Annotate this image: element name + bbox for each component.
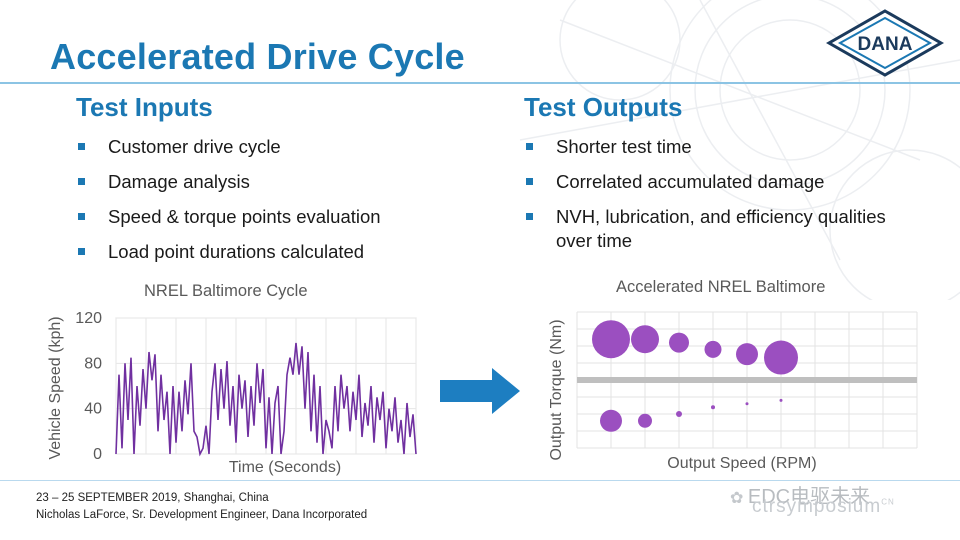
footer-date-location: 23 – 25 SEPTEMBER 2019, Shanghai, China (36, 492, 269, 504)
speed-chart-ytick-label: 80 (84, 355, 102, 372)
speed-chart-xlabel: Time (Seconds) (229, 459, 341, 476)
test-outputs-list: Shorter test time Correlated accumulated… (524, 135, 924, 264)
torque-bubble (711, 405, 715, 410)
torque-chart-ylabel: Output Torque (Nm) (548, 319, 565, 460)
speed-chart-ticks: 0 40 80 120 (75, 310, 102, 463)
torque-zero-reference-band (577, 377, 917, 383)
speed-chart-title: NREL Baltimore Cycle (144, 282, 308, 300)
list-item: Damage analysis (76, 170, 436, 194)
watermark-text: ✿ EDC电驱未来 (730, 480, 870, 509)
speed-series-line (115, 342, 417, 457)
watermark-label: EDC电驱未来 (747, 486, 871, 508)
wechat-icon: ✿ (730, 490, 748, 507)
symposium-label: ctrsymposium (752, 496, 882, 517)
symposium-logo-text: ctrsymposiumCN (752, 496, 895, 518)
footer-presenter: Nicholas LaForce, Sr. Development Engine… (36, 509, 368, 521)
torque-bubble (592, 320, 630, 359)
torque-bubble (600, 409, 622, 432)
torque-bubble (745, 402, 749, 406)
speed-chart-ytick-label: 40 (84, 401, 102, 418)
torque-chart-bubbles (592, 320, 798, 432)
test-outputs-heading: Test Outputs (524, 92, 683, 122)
test-inputs-list: Customer drive cycle Damage analysis Spe… (76, 135, 436, 275)
torque-bubble (779, 398, 783, 402)
list-item: Correlated accumulated damage (524, 170, 924, 194)
torque-bubble (631, 325, 659, 354)
test-inputs-heading: Test Inputs (76, 92, 213, 122)
list-item: Customer drive cycle (76, 135, 436, 159)
torque-bubble (764, 340, 798, 375)
torque-bubble (676, 411, 682, 417)
symposium-badge: CN (881, 497, 895, 507)
torque-bubble (638, 413, 652, 428)
list-item: Load point durations calculated (76, 240, 436, 264)
torque-bubble (669, 332, 689, 353)
torque-bubble (736, 343, 758, 366)
title-divider (0, 82, 960, 84)
torque-chart-title: Accelerated NREL Baltimore (616, 278, 826, 296)
logo-text: DANA (858, 34, 913, 55)
speed-chart-ytick-label: 120 (75, 310, 102, 327)
page-title: Accelerated Drive Cycle (50, 36, 465, 77)
right-arrow-icon (440, 368, 520, 414)
torque-chart: Output Speed (RPM) Output Torque (Nm) (548, 311, 918, 472)
list-item: NVH, lubrication, and efficiency qualiti… (524, 205, 924, 253)
dana-logo[interactable]: DANA (826, 8, 944, 78)
torque-chart-xlabel: Output Speed (RPM) (667, 455, 816, 472)
speed-chart: 0 40 80 120 Time (Seconds) Vehicle Speed (k… (47, 310, 417, 476)
list-item: Speed & torque points evaluation (76, 205, 436, 229)
list-item: Shorter test time (524, 135, 924, 159)
footer-divider (0, 480, 960, 481)
torque-bubble (704, 340, 722, 358)
speed-chart-ytick-label: 0 (93, 446, 102, 463)
speed-chart-ylabel: Vehicle Speed (kph) (47, 316, 64, 459)
